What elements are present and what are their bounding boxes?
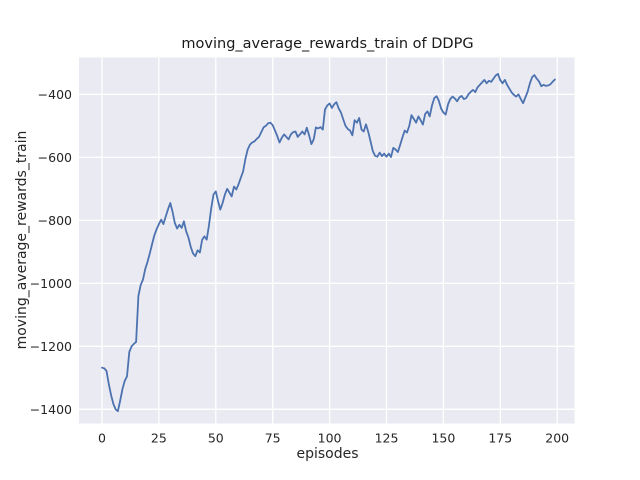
x-tick-label: 50 bbox=[208, 431, 224, 446]
tick-labels: 0 25 50 75 100 125 150 175 200 −1400 −1200 −1000 −80… bbox=[30, 87, 569, 446]
y-tick-label: −1400 bbox=[30, 402, 72, 417]
x-tick-label: 0 bbox=[98, 431, 106, 446]
x-tick-label: 75 bbox=[265, 431, 281, 446]
x-tick-label: 150 bbox=[431, 431, 455, 446]
x-tick-label: 100 bbox=[318, 431, 342, 446]
y-tick-label: −1000 bbox=[30, 276, 72, 291]
x-tick-label: 200 bbox=[545, 431, 569, 446]
y-tick-label: −600 bbox=[38, 150, 72, 165]
x-axis-label: episodes bbox=[296, 446, 359, 462]
y-tick-label: −800 bbox=[38, 213, 72, 228]
y-tick-label: −1200 bbox=[30, 339, 72, 354]
grid-lines bbox=[79, 57, 575, 424]
y-axis-label: moving_average_rewards_train bbox=[14, 130, 30, 350]
x-tick-label: 175 bbox=[488, 431, 512, 446]
x-tick-label: 125 bbox=[375, 431, 399, 446]
chart-title: moving_average_rewards_train of DDPG bbox=[181, 36, 474, 52]
data-series bbox=[101, 73, 556, 413]
x-tick-label: 25 bbox=[151, 431, 167, 446]
plot-area bbox=[79, 57, 575, 424]
data-line bbox=[101, 73, 556, 413]
y-tick-label: −400 bbox=[38, 87, 72, 102]
